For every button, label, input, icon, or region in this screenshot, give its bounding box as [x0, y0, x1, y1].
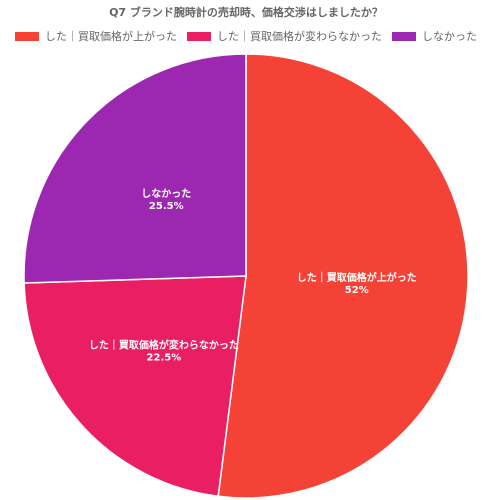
slice-value-not-negotiated: 25.5%	[149, 201, 184, 212]
legend-label-unchanged: した｜買取価格が変わらなかった	[217, 30, 382, 43]
chart-legend: した｜買取価格が上がった した｜買取価格が変わらなかった しなかった	[0, 28, 492, 44]
slice-value-unchanged: 22.5%	[147, 353, 182, 364]
legend-label-raised: した｜買取価格が上がった	[45, 30, 177, 43]
pie-slice-unchanged[interactable]	[23, 275, 247, 498]
legend-label-not-negotiated: しなかった	[422, 30, 477, 43]
legend-swatch-unchanged	[187, 31, 211, 41]
legend-item-unchanged[interactable]: した｜買取価格が変わらなかった	[187, 28, 382, 44]
pie-slice-raised[interactable]	[217, 53, 469, 499]
slice-label-raised: した｜買取価格が上がった	[297, 271, 417, 284]
slice-value-raised: 52%	[345, 285, 369, 296]
legend-swatch-raised	[15, 31, 39, 41]
legend-item-raised[interactable]: した｜買取価格が上がった	[15, 28, 177, 44]
legend-swatch-not-negotiated	[392, 31, 416, 41]
pie-slice-not-negotiated[interactable]	[23, 53, 247, 284]
slice-label-not-negotiated: しなかった	[141, 188, 191, 200]
slice-label-unchanged: した｜買取価格が変わらなかった	[89, 339, 239, 352]
chart-title: Q7 ブランド腕時計の売却時、価格交渉はしましたか？	[109, 6, 383, 19]
legend-item-not-negotiated[interactable]: しなかった	[392, 28, 477, 44]
